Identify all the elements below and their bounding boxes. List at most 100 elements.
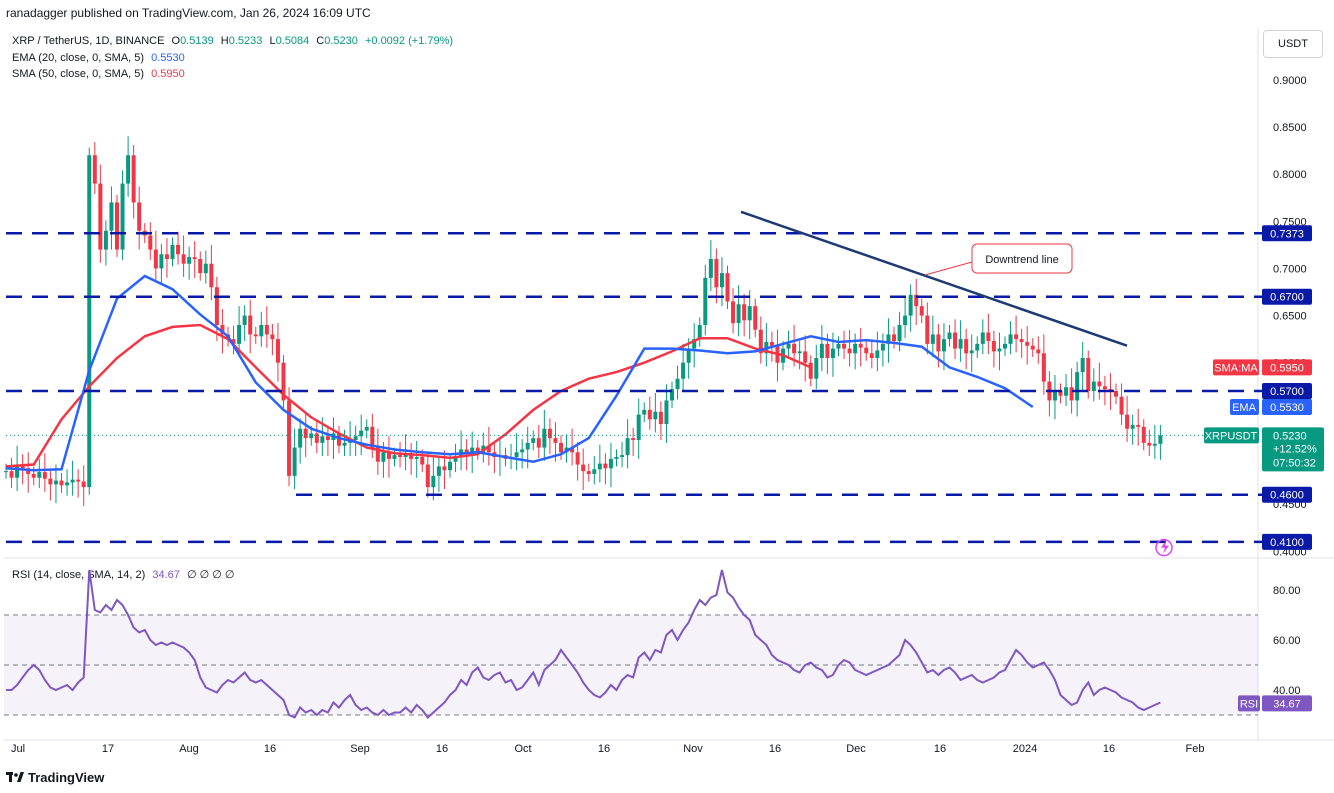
y-tick-label: 0.7000 xyxy=(1273,263,1307,275)
candle-body xyxy=(420,457,425,465)
level-badge-label: 0.5700 xyxy=(1270,386,1304,398)
candle-body xyxy=(769,341,774,346)
candle-body xyxy=(703,277,708,325)
candle-body xyxy=(947,332,952,340)
candle-body xyxy=(969,350,974,354)
candle-body xyxy=(1091,381,1096,391)
candle-body xyxy=(231,339,236,344)
candle-body xyxy=(115,202,119,250)
candle-body xyxy=(647,409,652,420)
level-badge xyxy=(1262,288,1312,305)
candle-body xyxy=(292,447,297,476)
x-tick-label: Feb xyxy=(1186,743,1205,755)
candle-body xyxy=(719,273,724,288)
candle-body xyxy=(897,325,902,342)
candle-body xyxy=(575,452,580,465)
candle-body xyxy=(98,183,103,250)
y-tick-label: 0.8000 xyxy=(1273,169,1307,181)
ema-legend-value: 0.5530 xyxy=(151,52,185,64)
candle-body xyxy=(620,455,625,457)
candle-body xyxy=(1136,424,1141,427)
candle-body xyxy=(425,464,430,488)
candle-body xyxy=(864,347,869,354)
ema-tag-name: EMA xyxy=(1232,402,1257,414)
candle-body xyxy=(1152,443,1157,446)
candle-body xyxy=(880,343,885,351)
candle-body xyxy=(686,348,691,363)
candle-body xyxy=(886,334,891,344)
candle-body xyxy=(642,409,647,415)
ema-tag-value: 0.5530 xyxy=(1270,402,1304,414)
candle-body xyxy=(381,452,386,462)
ema-tag-name-bg xyxy=(1230,399,1259,416)
candle-body xyxy=(153,249,158,269)
currency-button[interactable]: USDT xyxy=(1263,30,1323,58)
candle-body xyxy=(836,343,841,349)
x-tick-label: 16 xyxy=(264,743,276,755)
sma-50-line xyxy=(5,323,812,468)
candle-body xyxy=(1058,391,1063,396)
candle-body xyxy=(375,447,380,462)
x-tick-label: 16 xyxy=(598,743,610,755)
candle-body xyxy=(309,433,314,439)
level-badge-label: 0.7373 xyxy=(1270,228,1304,240)
ema-legend[interactable]: EMA (20, close, 0, SMA, 5) 0.5530 xyxy=(12,50,185,66)
symbol-legend[interactable]: XRP / TetherUS, 1D, BINANCE O0.5139 H0.5… xyxy=(12,35,454,47)
rsi-line xyxy=(6,569,1161,719)
candle-body xyxy=(137,202,142,231)
candle-body xyxy=(525,442,530,450)
candle-body xyxy=(758,329,763,354)
downtrend-line xyxy=(740,210,1128,347)
candle-body xyxy=(930,334,935,344)
candle-body xyxy=(53,480,58,485)
candle-body xyxy=(359,430,364,437)
candle-body xyxy=(1102,386,1107,390)
symbol-tag-countdown: 07:50:32 xyxy=(1273,457,1316,469)
rsi-tick-label: 60.00 xyxy=(1273,635,1301,647)
candle-body xyxy=(925,315,930,344)
candle-body xyxy=(658,411,663,424)
candle-body xyxy=(1041,353,1046,382)
rsi-legend[interactable]: RSI (14, close, SMA, 14, 2) 34.67 ∅ ∅ ∅ … xyxy=(12,567,234,583)
rsi-legend-value: 34.67 xyxy=(152,569,180,581)
candle-body xyxy=(192,257,197,259)
candle-body xyxy=(181,254,186,264)
low-value: 0.5084 xyxy=(275,35,310,47)
candle-body xyxy=(164,254,169,259)
sma-legend[interactable]: SMA (50, close, 0, SMA, 5) 0.5950 xyxy=(12,66,185,82)
footer-brand[interactable]: TradingView xyxy=(6,770,104,785)
candle-body xyxy=(1036,349,1041,354)
candle-body xyxy=(714,259,719,288)
publisher-caption: ranadagger published on TradingView.com,… xyxy=(6,6,371,20)
candle-body xyxy=(914,294,919,307)
x-tick-label: Aug xyxy=(179,743,199,755)
candle-body xyxy=(980,332,985,344)
symbol-tag-change: +12.52% xyxy=(1273,443,1317,455)
candle-body xyxy=(1097,381,1102,387)
candle-body xyxy=(1141,426,1146,443)
candle-body xyxy=(636,414,641,441)
candle-body xyxy=(248,315,253,335)
x-tick-label: Oct xyxy=(514,743,531,755)
candle-body xyxy=(670,389,674,401)
candle-body xyxy=(370,426,375,448)
candle-body xyxy=(731,301,736,324)
candle-body xyxy=(559,442,563,453)
candle-body xyxy=(842,343,847,349)
candle-body xyxy=(1080,358,1085,373)
candle-body xyxy=(819,343,824,358)
alert-icon xyxy=(1161,540,1169,554)
candle-body xyxy=(725,273,730,302)
candle-body xyxy=(70,479,75,483)
rsi-tag-value-bg xyxy=(1262,695,1312,712)
candle-body xyxy=(298,428,303,448)
candle-body xyxy=(65,482,70,486)
candle-body xyxy=(253,334,258,337)
candle-body xyxy=(614,457,619,459)
candle-body xyxy=(436,466,441,476)
sma-tag-value-bg xyxy=(1262,359,1312,376)
candle-body xyxy=(1125,414,1130,429)
candle-body xyxy=(1052,391,1057,401)
candle-body xyxy=(736,304,741,324)
